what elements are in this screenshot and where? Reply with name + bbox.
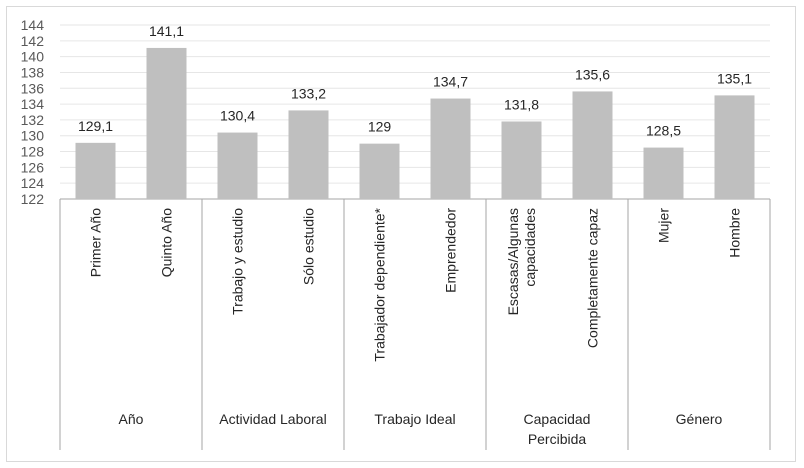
bar <box>288 110 329 199</box>
y-tick-label: 132 <box>21 112 45 128</box>
data-label: 133,2 <box>291 85 326 101</box>
data-label: 135,6 <box>575 66 610 82</box>
y-tick-label: 138 <box>21 64 45 80</box>
data-label: 130,4 <box>220 108 255 124</box>
y-tick-label: 140 <box>21 49 45 65</box>
y-tick-label: 136 <box>21 80 45 96</box>
category-label: Trabajo y estudio <box>230 208 246 315</box>
group-label: Género <box>676 411 723 427</box>
category-label: Completamente capaz <box>585 208 601 348</box>
data-label: 134,7 <box>433 74 468 90</box>
data-label: 129 <box>368 119 392 135</box>
category-label: Primer Año <box>88 208 104 277</box>
category-label: Mujer <box>656 208 672 243</box>
bar <box>359 143 400 199</box>
y-tick-label: 142 <box>21 33 45 49</box>
data-label: 129,1 <box>78 118 113 134</box>
y-tick-label: 122 <box>21 191 45 207</box>
category-label: Escasas/Algunas <box>505 208 521 315</box>
data-label: 128,5 <box>646 123 681 139</box>
bar <box>643 147 684 199</box>
group-label: Capacidad <box>524 411 591 427</box>
y-tick-label: 134 <box>21 96 45 112</box>
group-label: Año <box>119 411 144 427</box>
group-label: Actividad Laboral <box>219 411 326 427</box>
category-label: Hombre <box>727 208 743 258</box>
category-label: Emprendedor <box>443 208 459 293</box>
bar <box>75 142 116 199</box>
y-tick-label: 144 <box>21 17 45 33</box>
data-label: 135,1 <box>717 70 752 86</box>
data-label: 141,1 <box>149 23 184 39</box>
bar <box>501 121 542 199</box>
group-label: Percibida <box>528 431 587 447</box>
bar <box>572 91 613 199</box>
bar <box>714 95 755 199</box>
group-label: Trabajo Ideal <box>374 411 455 427</box>
bar <box>146 47 187 199</box>
y-tick-label: 124 <box>21 175 45 191</box>
category-label: Sólo estudio <box>301 208 317 285</box>
y-tick-label: 130 <box>21 128 45 144</box>
data-label: 131,8 <box>504 96 539 112</box>
category-label: Quinto Año <box>159 208 175 277</box>
bar <box>430 98 471 199</box>
y-tick-label: 128 <box>21 144 45 160</box>
bar <box>217 132 258 199</box>
category-label: capacidades <box>522 208 538 287</box>
category-label: Trabajador dependiente* <box>372 207 388 361</box>
chart-frame <box>6 6 796 462</box>
y-tick-label: 126 <box>21 159 45 175</box>
